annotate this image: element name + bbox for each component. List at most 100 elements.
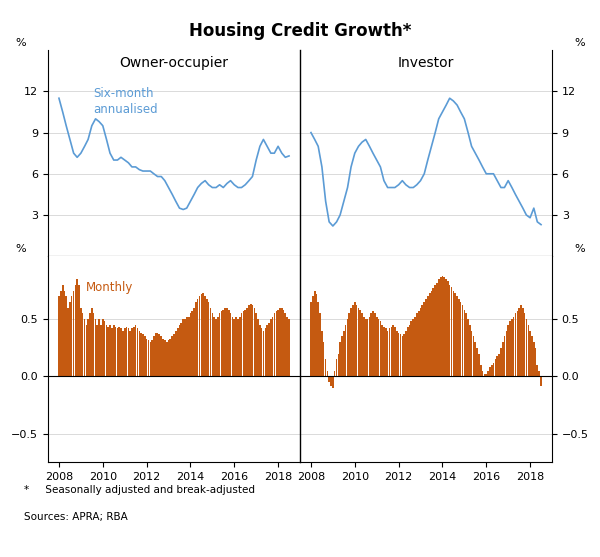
Bar	[452, 291, 454, 377]
Bar	[288, 319, 290, 377]
Bar	[506, 331, 507, 377]
Bar	[98, 319, 100, 377]
Bar	[116, 328, 118, 377]
Bar	[323, 342, 325, 377]
Bar	[251, 305, 253, 377]
Bar	[193, 307, 195, 377]
Bar	[284, 314, 286, 377]
Bar	[533, 342, 535, 377]
Bar	[414, 317, 416, 377]
Text: %: %	[15, 244, 26, 254]
Bar	[442, 276, 443, 377]
Bar	[275, 311, 277, 377]
Bar	[286, 317, 288, 377]
Bar	[67, 307, 69, 377]
Bar	[436, 282, 438, 377]
Bar	[438, 279, 440, 377]
Bar	[167, 340, 169, 377]
Bar	[374, 314, 376, 377]
Bar	[254, 307, 255, 377]
Bar	[451, 287, 452, 377]
Bar	[377, 319, 379, 377]
Bar	[173, 334, 175, 377]
Text: %: %	[574, 244, 585, 254]
Bar	[237, 319, 239, 377]
Bar	[219, 314, 220, 377]
Bar	[109, 325, 111, 377]
Bar	[279, 307, 281, 377]
Bar	[64, 291, 65, 377]
Bar	[107, 327, 109, 377]
Bar	[391, 327, 392, 377]
Bar	[310, 302, 312, 377]
Bar	[259, 325, 261, 377]
Text: Investor: Investor	[398, 56, 454, 70]
Bar	[155, 333, 157, 377]
Bar	[82, 314, 83, 377]
Bar	[204, 296, 206, 377]
Bar	[321, 331, 323, 377]
Bar	[263, 331, 264, 377]
Bar	[356, 305, 358, 377]
Bar	[372, 311, 374, 377]
Bar	[376, 317, 377, 377]
Bar	[529, 331, 531, 377]
Bar	[268, 323, 270, 377]
Bar	[482, 371, 484, 377]
Bar	[151, 340, 153, 377]
Bar	[380, 321, 381, 377]
Text: Owner-occupier: Owner-occupier	[119, 56, 229, 70]
Bar	[206, 299, 208, 377]
Bar	[489, 367, 491, 377]
Text: Monthly: Monthly	[86, 281, 133, 294]
Bar	[230, 314, 232, 377]
Bar	[73, 291, 74, 377]
Bar	[244, 310, 246, 377]
Bar	[332, 377, 334, 388]
Bar	[179, 325, 180, 377]
Bar	[424, 302, 425, 377]
Bar	[215, 319, 217, 377]
Bar	[113, 325, 115, 377]
Bar	[400, 334, 401, 377]
Bar	[131, 328, 133, 377]
Bar	[317, 302, 319, 377]
Bar	[476, 348, 478, 377]
Bar	[186, 317, 188, 377]
Bar	[407, 327, 409, 377]
Bar	[265, 328, 266, 377]
Bar	[527, 325, 529, 377]
Bar	[538, 371, 540, 377]
Bar	[316, 294, 317, 377]
Bar	[241, 314, 242, 377]
Bar	[456, 296, 458, 377]
Bar	[352, 305, 354, 377]
Bar	[128, 328, 129, 377]
Bar	[182, 319, 184, 377]
Bar	[445, 279, 447, 377]
Bar	[195, 302, 197, 377]
Bar	[248, 305, 250, 377]
Bar	[500, 348, 502, 377]
Bar	[330, 377, 332, 385]
Bar	[270, 319, 272, 377]
Bar	[169, 339, 171, 377]
Bar	[487, 371, 489, 377]
Bar	[520, 305, 522, 377]
Bar	[162, 339, 164, 377]
Bar	[149, 342, 151, 377]
Bar	[84, 319, 85, 377]
Bar	[336, 359, 337, 377]
Bar	[338, 354, 339, 377]
Bar	[412, 319, 414, 377]
Bar	[480, 365, 482, 377]
Text: *     Seasonally adjusted and break-adjusted: * Seasonally adjusted and break-adjusted	[24, 485, 255, 495]
Bar	[354, 302, 356, 377]
Bar	[233, 319, 235, 377]
Bar	[319, 314, 321, 377]
Bar	[491, 365, 493, 377]
Bar	[250, 304, 251, 377]
Bar	[478, 354, 480, 377]
Bar	[153, 336, 155, 377]
Bar	[158, 334, 160, 377]
